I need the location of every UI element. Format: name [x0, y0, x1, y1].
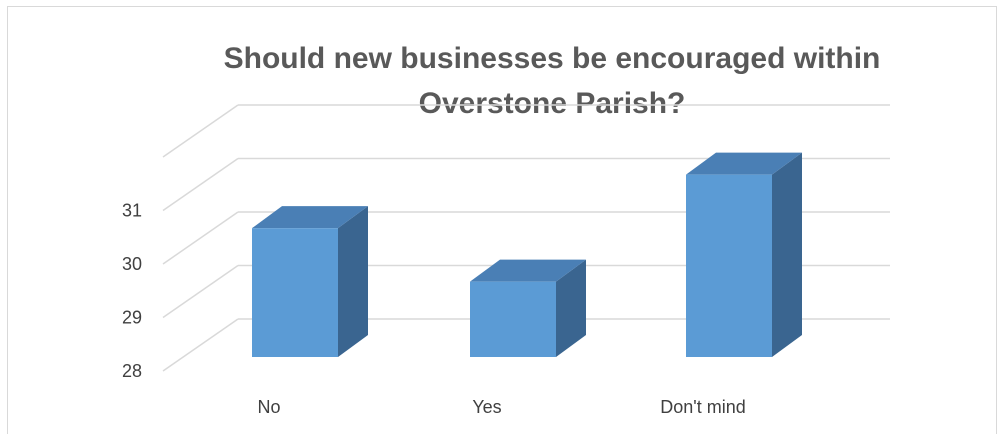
gridline-side-4: [162, 104, 239, 158]
bar-front-1: [470, 281, 556, 357]
bar-top-2: [686, 152, 802, 175]
bars-layer: [252, 152, 802, 357]
y-tick-label-1: 29: [122, 308, 142, 328]
bar-side-2: [772, 152, 802, 357]
bar-side-1: [556, 259, 586, 357]
y-tick-label-3: 31: [122, 201, 142, 221]
bar-1: [470, 259, 586, 357]
chart-title-line-1: Should new businesses be encouraged with…: [224, 42, 881, 75]
chart-title-line-2: Overstone Parish?: [419, 87, 686, 120]
bar-2: [686, 152, 802, 357]
category-label-0: No: [257, 397, 280, 417]
gridline-side-3: [162, 157, 239, 212]
bar-front-2: [686, 174, 772, 357]
gridline-side-0: [162, 318, 239, 372]
gridline-side-2: [162, 211, 239, 265]
bar-top-1: [470, 259, 586, 282]
category-label-2: Don't mind: [660, 397, 745, 417]
chart-frame: [7, 6, 997, 434]
y-tick-label-0: 28: [122, 361, 142, 381]
y-tick-label-2: 30: [122, 254, 142, 274]
bar-front-0: [252, 228, 338, 357]
bar-side-0: [338, 206, 368, 357]
category-label-1: Yes: [472, 397, 501, 417]
bar-0: [252, 206, 368, 357]
labels-layer: 28 29 30 31 No Yes Don't mind: [122, 201, 746, 418]
bar-top-0: [252, 206, 368, 229]
gridline-side-1: [162, 264, 239, 319]
